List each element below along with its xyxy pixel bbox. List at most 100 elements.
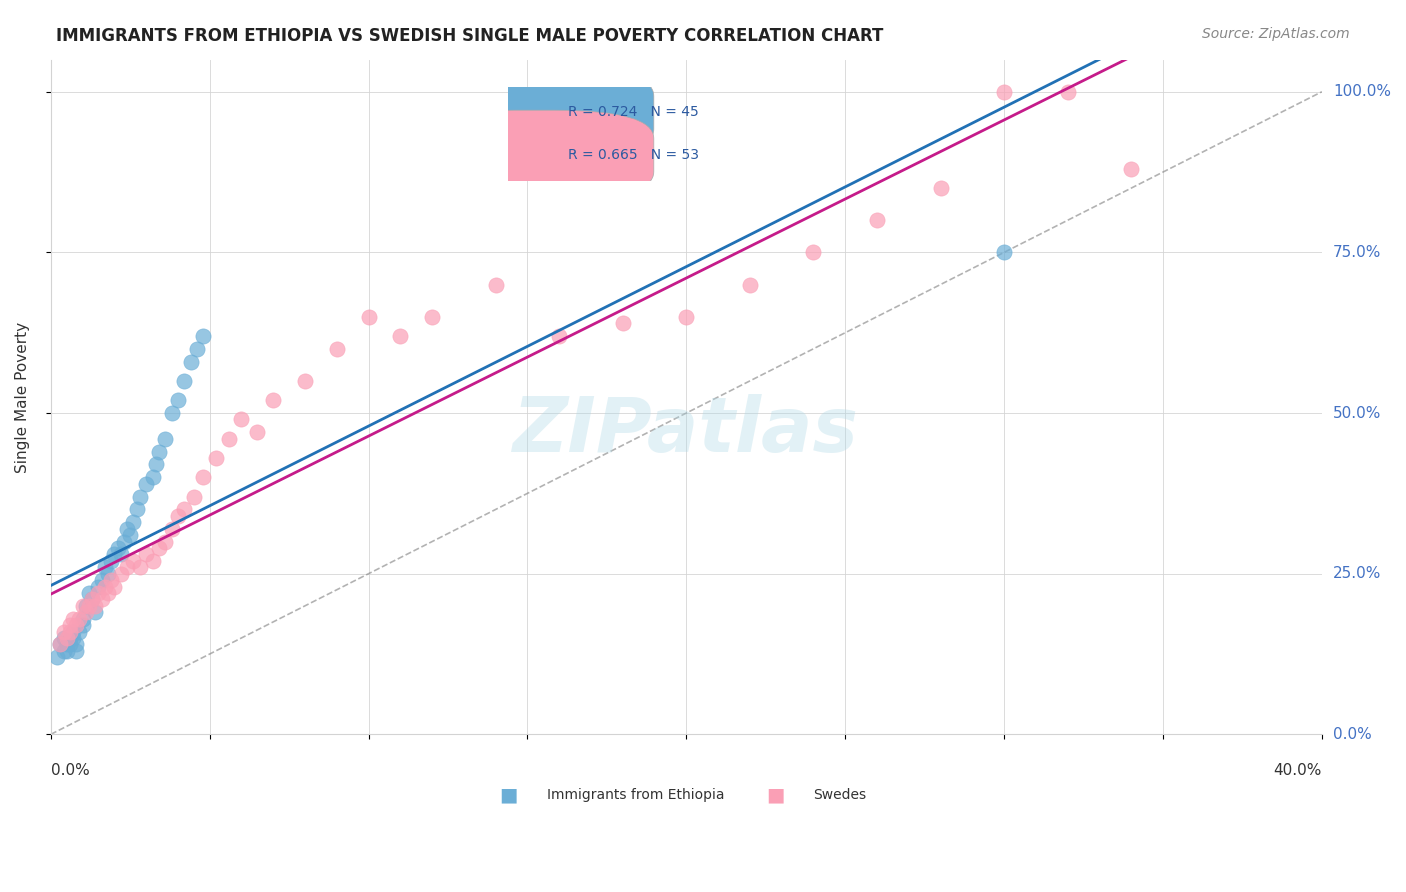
Point: [97, 586, 120, 600]
Point: [128, 560, 150, 574]
Point: [148, 444, 170, 458]
Point: [62, 612, 84, 626]
Point: [62, 624, 84, 639]
Point: [173, 502, 195, 516]
Point: [97, 566, 120, 581]
Point: [155, 432, 177, 446]
Point: [115, 522, 138, 536]
Point: [167, 393, 190, 408]
Point: [1056, 85, 1078, 99]
Point: [112, 534, 135, 549]
Text: 50.0%: 50.0%: [1333, 406, 1381, 420]
Point: [135, 476, 157, 491]
Text: Source: ZipAtlas.com: Source: ZipAtlas.com: [1202, 27, 1350, 41]
Point: [87, 580, 110, 594]
Text: ■: ■: [499, 786, 517, 805]
Point: [160, 522, 183, 536]
Point: [103, 548, 125, 562]
Text: 40.0%: 40.0%: [1274, 763, 1322, 778]
Point: [205, 450, 228, 465]
Point: [866, 213, 889, 227]
Point: [75, 599, 97, 613]
Point: [173, 374, 195, 388]
Point: [65, 618, 87, 632]
Point: [148, 541, 170, 555]
Point: [94, 560, 117, 574]
Point: [72, 612, 94, 626]
Point: [420, 310, 443, 324]
Text: Swedes: Swedes: [814, 788, 866, 802]
Point: [246, 425, 269, 440]
Point: [52, 624, 75, 639]
Text: 75.0%: 75.0%: [1333, 245, 1381, 260]
Point: [145, 458, 167, 472]
Point: [294, 374, 316, 388]
Point: [115, 560, 138, 574]
Point: [84, 605, 107, 619]
Point: [72, 618, 94, 632]
Text: IMMIGRANTS FROM ETHIOPIA VS SWEDISH SINGLE MALE POVERTY CORRELATION CHART: IMMIGRANTS FROM ETHIOPIA VS SWEDISH SING…: [56, 27, 883, 45]
Point: [77, 586, 100, 600]
Point: [107, 541, 129, 555]
Point: [389, 329, 412, 343]
Point: [87, 586, 110, 600]
Point: [141, 554, 163, 568]
Point: [993, 85, 1015, 99]
Point: [128, 490, 150, 504]
Point: [155, 534, 177, 549]
Text: 0.0%: 0.0%: [1333, 727, 1372, 742]
Point: [59, 624, 82, 639]
Point: [59, 618, 82, 632]
Point: [231, 412, 253, 426]
Point: [90, 573, 112, 587]
Point: [326, 342, 349, 356]
Point: [135, 548, 157, 562]
Y-axis label: Single Male Poverty: Single Male Poverty: [15, 321, 30, 473]
Point: [357, 310, 380, 324]
Point: [167, 508, 190, 523]
Text: 25.0%: 25.0%: [1333, 566, 1381, 582]
Point: [75, 605, 97, 619]
Point: [103, 580, 125, 594]
Point: [72, 599, 94, 613]
Point: [94, 580, 117, 594]
Point: [548, 329, 571, 343]
Point: [84, 599, 107, 613]
Point: [675, 310, 697, 324]
Point: [77, 599, 100, 613]
Point: [67, 612, 90, 626]
Point: [52, 644, 75, 658]
Point: [929, 181, 952, 195]
Point: [52, 631, 75, 645]
Point: [141, 470, 163, 484]
Point: [180, 354, 202, 368]
Point: [100, 573, 122, 587]
Point: [49, 637, 72, 651]
Point: [55, 631, 77, 645]
Point: [67, 624, 90, 639]
Text: ■: ■: [766, 786, 785, 805]
Point: [82, 592, 104, 607]
Point: [193, 329, 215, 343]
Text: Immigrants from Ethiopia: Immigrants from Ethiopia: [547, 788, 724, 802]
Point: [100, 554, 122, 568]
Point: [125, 502, 148, 516]
Point: [90, 592, 112, 607]
Point: [262, 393, 284, 408]
Point: [49, 637, 72, 651]
Point: [1121, 161, 1143, 176]
Point: [65, 644, 87, 658]
Point: [485, 277, 508, 292]
Point: [65, 637, 87, 651]
Point: [120, 528, 142, 542]
Point: [62, 631, 84, 645]
Point: [110, 548, 132, 562]
Point: [993, 245, 1015, 260]
Text: ZIPatlas: ZIPatlas: [513, 393, 859, 467]
Point: [82, 592, 104, 607]
Point: [59, 631, 82, 645]
Point: [59, 637, 82, 651]
Text: 0.0%: 0.0%: [51, 763, 90, 778]
Point: [55, 644, 77, 658]
Point: [160, 406, 183, 420]
